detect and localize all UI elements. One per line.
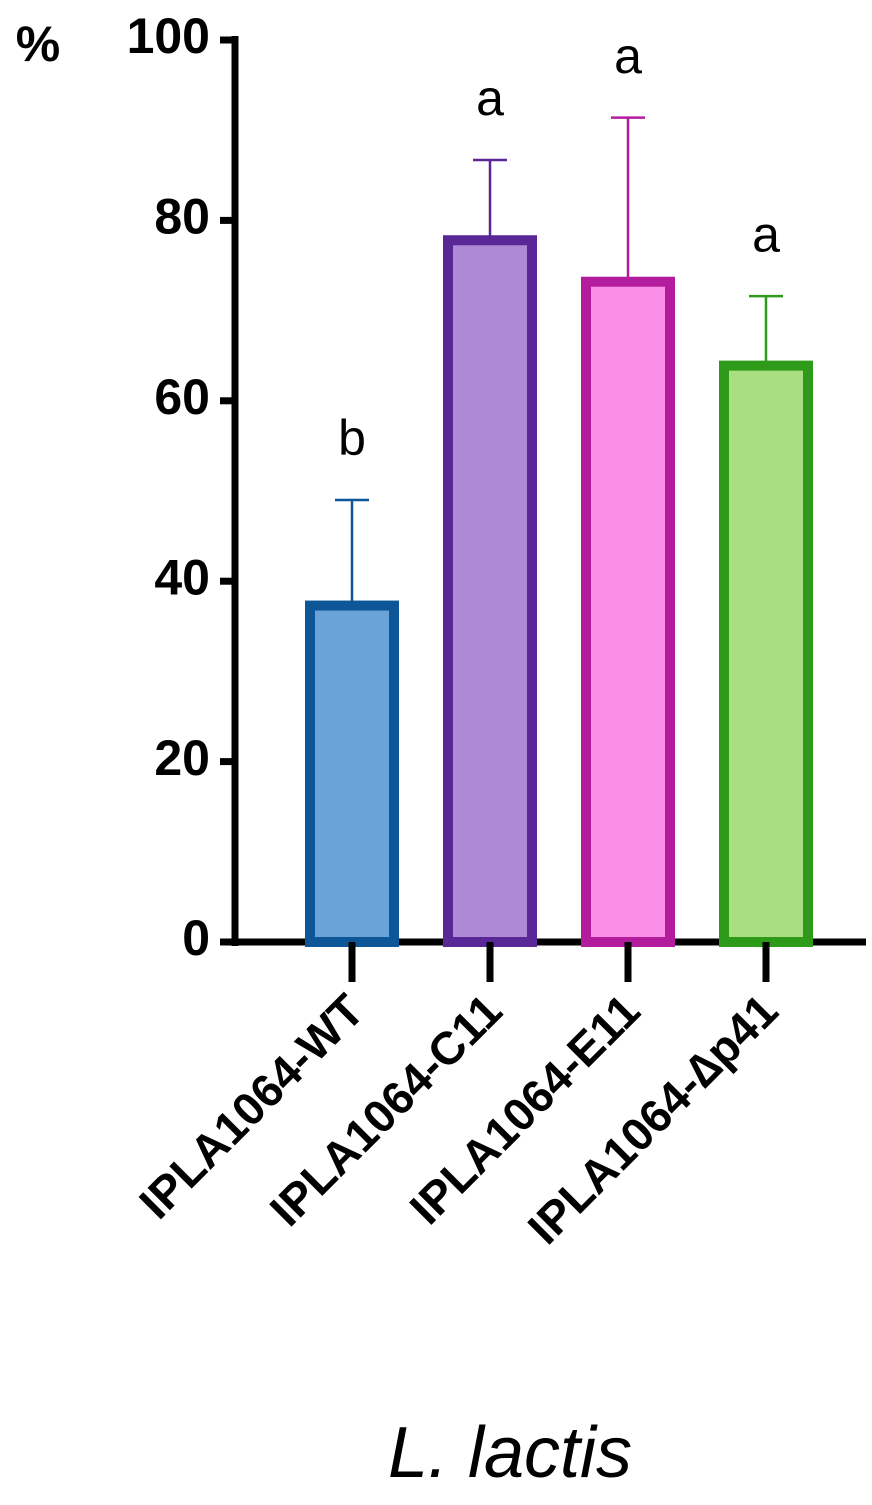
y-tick-label: 100 (127, 8, 210, 64)
significance-letter: a (476, 70, 504, 126)
y-tick-label: 60 (154, 369, 210, 425)
bar (581, 276, 675, 947)
significance-letter: a (752, 206, 780, 262)
significance-letter: a (614, 28, 642, 84)
bar (719, 360, 813, 947)
y-axis-label: % (16, 16, 60, 72)
bar (305, 600, 399, 948)
y-tick-label: 20 (154, 730, 210, 786)
x-tick-label: IPLA1064-C11 (260, 984, 512, 1236)
y-tick-label: 0 (182, 910, 210, 966)
bar (443, 235, 537, 947)
y-tick-label: 80 (154, 189, 210, 245)
y-tick-label: 40 (154, 549, 210, 605)
x-tick-label: IPLA1064-∆p41 (518, 984, 788, 1254)
significance-letter: b (338, 410, 366, 466)
x-axis-title: L. lactis (388, 1413, 632, 1493)
